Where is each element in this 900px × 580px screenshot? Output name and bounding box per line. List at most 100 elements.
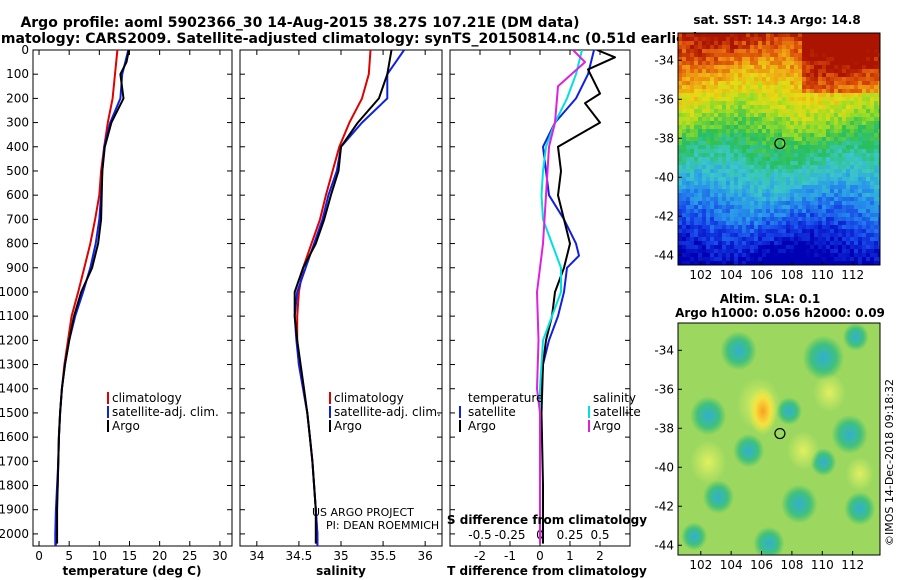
sst-cell [826, 257, 830, 261]
sst-cell [738, 117, 742, 121]
sst-cell [862, 73, 866, 77]
sst-cell [726, 181, 730, 185]
sst-cell [682, 209, 686, 213]
sst-cell [826, 209, 830, 213]
sst-cell [738, 121, 742, 125]
sst-cell [726, 53, 730, 57]
sst-cell [806, 97, 810, 101]
sst-cell [814, 69, 818, 73]
sst-cell [746, 69, 750, 73]
sst-cell [810, 117, 814, 121]
sst-cell [870, 157, 874, 161]
x-tick-label: 30 [212, 549, 227, 563]
sst-cell [822, 193, 826, 197]
sst-cell [778, 161, 782, 165]
sst-cell [734, 93, 738, 97]
sst-cell [730, 257, 734, 261]
sst-cell [874, 109, 878, 113]
sst-cell [690, 109, 694, 113]
sst-cell [726, 261, 730, 265]
sst-cell [742, 209, 746, 213]
sst-cell [754, 125, 758, 129]
sst-cell [762, 85, 766, 89]
sst-cell [690, 197, 694, 201]
sst-cell [842, 113, 846, 117]
sst-cell [822, 201, 826, 205]
sst-cell [846, 37, 850, 41]
sst-cell [822, 237, 826, 241]
sst-cell [774, 225, 778, 229]
sst-cell [794, 205, 798, 209]
sst-cell [834, 193, 838, 197]
sst-cell [754, 257, 758, 261]
sst-cell [750, 185, 754, 189]
sst-cell [834, 217, 838, 221]
sst-cell [782, 117, 786, 121]
sst-cell [726, 101, 730, 105]
sst-cell [738, 33, 742, 37]
sst-cell [702, 137, 706, 141]
sst-cell [822, 225, 826, 229]
sst-cell [842, 209, 846, 213]
sst-cell [758, 125, 762, 129]
sst-cell [730, 41, 734, 45]
sst-cell [806, 185, 810, 189]
sst-cell [794, 141, 798, 145]
sst-cell [750, 109, 754, 113]
sst-cell [866, 173, 870, 177]
sst-cell [818, 49, 822, 53]
sst-cell [838, 149, 842, 153]
sst-cell [834, 129, 838, 133]
sst-cell [862, 189, 866, 193]
sst-cell [718, 209, 722, 213]
sst-cell [862, 261, 866, 265]
sst-cell [854, 229, 858, 233]
sst-cell [714, 89, 718, 93]
sst-cell [770, 53, 774, 57]
sst-cell [822, 113, 826, 117]
altimetry-low-blob [842, 323, 869, 351]
sst-cell [722, 89, 726, 93]
sst-cell [862, 157, 866, 161]
altimetry-low-blob [831, 414, 868, 454]
sst-cell [730, 81, 734, 85]
sst-cell [734, 85, 738, 89]
sst-cell [814, 145, 818, 149]
sst-cell [726, 129, 730, 133]
sst-cell [770, 69, 774, 73]
sst-cell [842, 133, 846, 137]
sst-cell [758, 189, 762, 193]
sst-cell [738, 249, 742, 253]
sst-cell [702, 97, 706, 101]
sst-cell [762, 149, 766, 153]
sst-cell [778, 57, 782, 61]
sst-cell [734, 105, 738, 109]
sst-cell [690, 161, 694, 165]
sst-cell [710, 181, 714, 185]
sst-cell [798, 105, 802, 109]
sst-cell [718, 117, 722, 121]
sst-cell [834, 141, 838, 145]
sst-cell [790, 137, 794, 141]
sst-cell [766, 201, 770, 205]
sst-cell [878, 193, 880, 197]
sst-cell [842, 197, 846, 201]
sst-cell [766, 77, 770, 81]
sst-cell [686, 257, 690, 261]
sst-cell [694, 141, 698, 145]
sst-cell [850, 41, 854, 45]
sst-cell [826, 149, 830, 153]
sst-cell [782, 241, 786, 245]
sst-cell [766, 161, 770, 165]
sst-cell [806, 145, 810, 149]
sst-cell [682, 153, 686, 157]
sst-cell [750, 221, 754, 225]
sst-cell [726, 141, 730, 145]
sst-cell [762, 169, 766, 173]
sst-cell [834, 165, 838, 169]
sst-cell [782, 45, 786, 49]
sst-cell [746, 137, 750, 141]
sst-cell [814, 233, 818, 237]
sst-cell [686, 141, 690, 145]
sst-cell [782, 61, 786, 65]
